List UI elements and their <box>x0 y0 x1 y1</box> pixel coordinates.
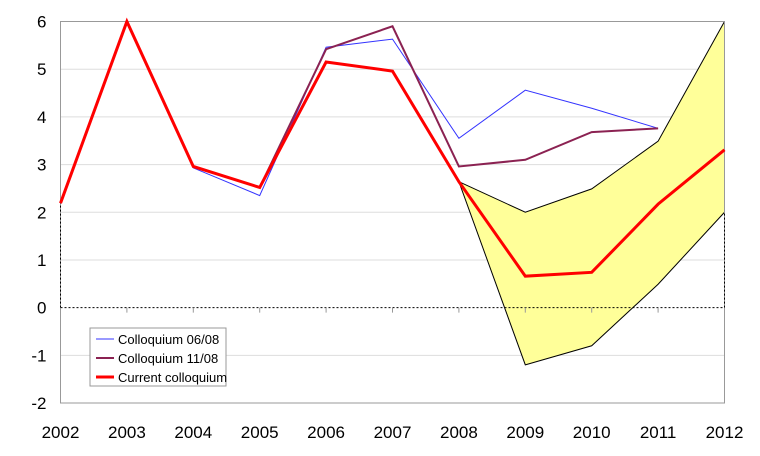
band-upper-line <box>458 21 725 213</box>
plot-frame <box>60 21 725 404</box>
series-line-1 <box>59 18 659 204</box>
x-tick-label: 2011 <box>640 423 677 442</box>
x-tick-label: 2010 <box>573 423 611 442</box>
legend-label-current: Current colloquium <box>118 370 227 385</box>
legend-label-06-08: Colloquium 06/08 <box>118 332 219 347</box>
series-line-2 <box>59 17 726 278</box>
band-fill <box>458 21 725 365</box>
band-lower-line <box>458 181 725 366</box>
y-tick-label: 2 <box>37 203 46 222</box>
x-tick-label: 2003 <box>108 423 146 442</box>
y-tick-label: 5 <box>37 60 46 79</box>
y-tick-label: 4 <box>37 108 46 127</box>
y-tick-label: -1 <box>31 346 46 365</box>
y-tick-labels: -2 -1 0 1 2 3 4 5 6 <box>31 13 46 414</box>
x-tick-label: 2006 <box>307 423 345 442</box>
legend-label-11-08: Colloquium 11/08 <box>118 351 218 366</box>
y-tick-label: -2 <box>31 394 46 413</box>
axes <box>60 21 725 404</box>
x-tick-label: 2008 <box>440 423 478 442</box>
x-tick-label: 2009 <box>506 423 544 442</box>
legend: Colloquium 06/08 Colloquium 11/08 Curren… <box>89 327 227 387</box>
series-lines <box>59 17 726 278</box>
x-tick-label: 2002 <box>42 423 80 442</box>
x-tick-label: 2005 <box>241 423 279 442</box>
y-tick-label: 0 <box>37 299 46 318</box>
forecast-band <box>458 21 725 366</box>
x-tick-label: 2012 <box>706 423 744 442</box>
y-tick-label: 1 <box>37 251 46 270</box>
series-line-0 <box>60 20 659 204</box>
x-tick-labels: 2002 2003 2004 2005 2006 2007 2008 2009 2010 2011… <box>42 423 744 442</box>
y-tick-label: 6 <box>37 13 46 32</box>
x-tick-label: 2004 <box>174 423 212 442</box>
y-tick-label: 3 <box>37 156 46 175</box>
x-tick-label: 2007 <box>374 423 412 442</box>
